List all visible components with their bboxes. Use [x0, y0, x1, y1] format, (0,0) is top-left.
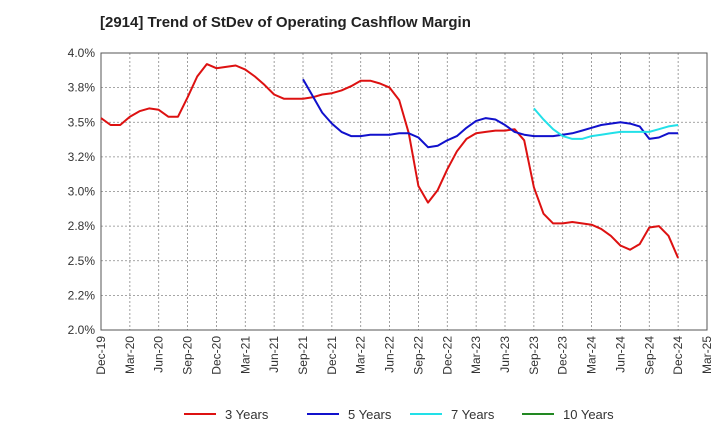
series-line-7-years	[533, 107, 679, 140]
grid-lines	[101, 53, 707, 330]
y-tick-label: 3.2%	[68, 150, 96, 164]
x-tick-label: Jun-24	[613, 336, 627, 373]
legend-label: 5 Years	[348, 407, 392, 422]
x-tick-label: Mar-24	[585, 336, 599, 374]
series-line-3-years	[100, 63, 680, 259]
plot-frame	[100, 52, 708, 331]
y-tick-label: 3.0%	[68, 185, 96, 199]
x-tick-label: Mar-23	[469, 336, 483, 374]
y-tick-label: 3.8%	[68, 81, 96, 95]
legend: 3 Years 5 Years 7 Years 10 Years	[184, 407, 614, 422]
x-tick-label: Sep-22	[411, 336, 425, 375]
x-tick-label: Dec-24	[671, 336, 685, 375]
x-tick-label: Dec-19	[94, 336, 108, 375]
y-axis-ticks: 2.0% 2.2% 2.5% 2.8% 3.0% 3.2% 3.5% 3.8% 4.0%	[68, 46, 96, 337]
x-tick-label: Sep-21	[296, 336, 310, 375]
x-tick-label: Dec-21	[325, 336, 339, 375]
x-tick-label: Dec-23	[556, 336, 570, 375]
x-tick-label: Mar-20	[123, 336, 137, 374]
y-tick-label: 2.2%	[68, 288, 96, 302]
y-tick-label: 2.5%	[68, 254, 96, 268]
x-tick-label: Jun-23	[498, 336, 512, 373]
x-tick-label: Sep-24	[642, 336, 656, 375]
x-tick-label: Mar-21	[238, 336, 252, 374]
legend-label: 3 Years	[225, 407, 269, 422]
x-tick-label: Dec-20	[209, 336, 223, 375]
x-tick-label: Jun-21	[267, 336, 281, 373]
x-tick-label: Mar-22	[354, 336, 368, 374]
x-axis-ticks: Dec-19 Mar-20 Jun-20 Sep-20 Dec-20 Mar-21 Jun-…	[94, 336, 714, 375]
y-tick-label: 2.8%	[68, 219, 96, 233]
legend-label: 10 Years	[563, 407, 614, 422]
y-tick-label: 2.0%	[68, 323, 96, 337]
x-tick-label: Sep-23	[527, 336, 541, 375]
x-tick-label: Jun-20	[152, 336, 166, 373]
series-lines	[100, 63, 680, 259]
series-line-5-years	[302, 78, 679, 149]
y-tick-label: 3.5%	[68, 115, 96, 129]
x-tick-label: Mar-25	[700, 336, 714, 374]
x-tick-label: Dec-22	[440, 336, 454, 375]
x-tick-label: Sep-20	[181, 336, 195, 375]
legend-label: 7 Years	[451, 407, 495, 422]
y-tick-label: 4.0%	[68, 46, 96, 60]
x-tick-label: Jun-22	[383, 336, 397, 373]
plot-border	[100, 52, 708, 331]
chart-title: [2914] Trend of StDev of Operating Cashf…	[100, 14, 471, 31]
